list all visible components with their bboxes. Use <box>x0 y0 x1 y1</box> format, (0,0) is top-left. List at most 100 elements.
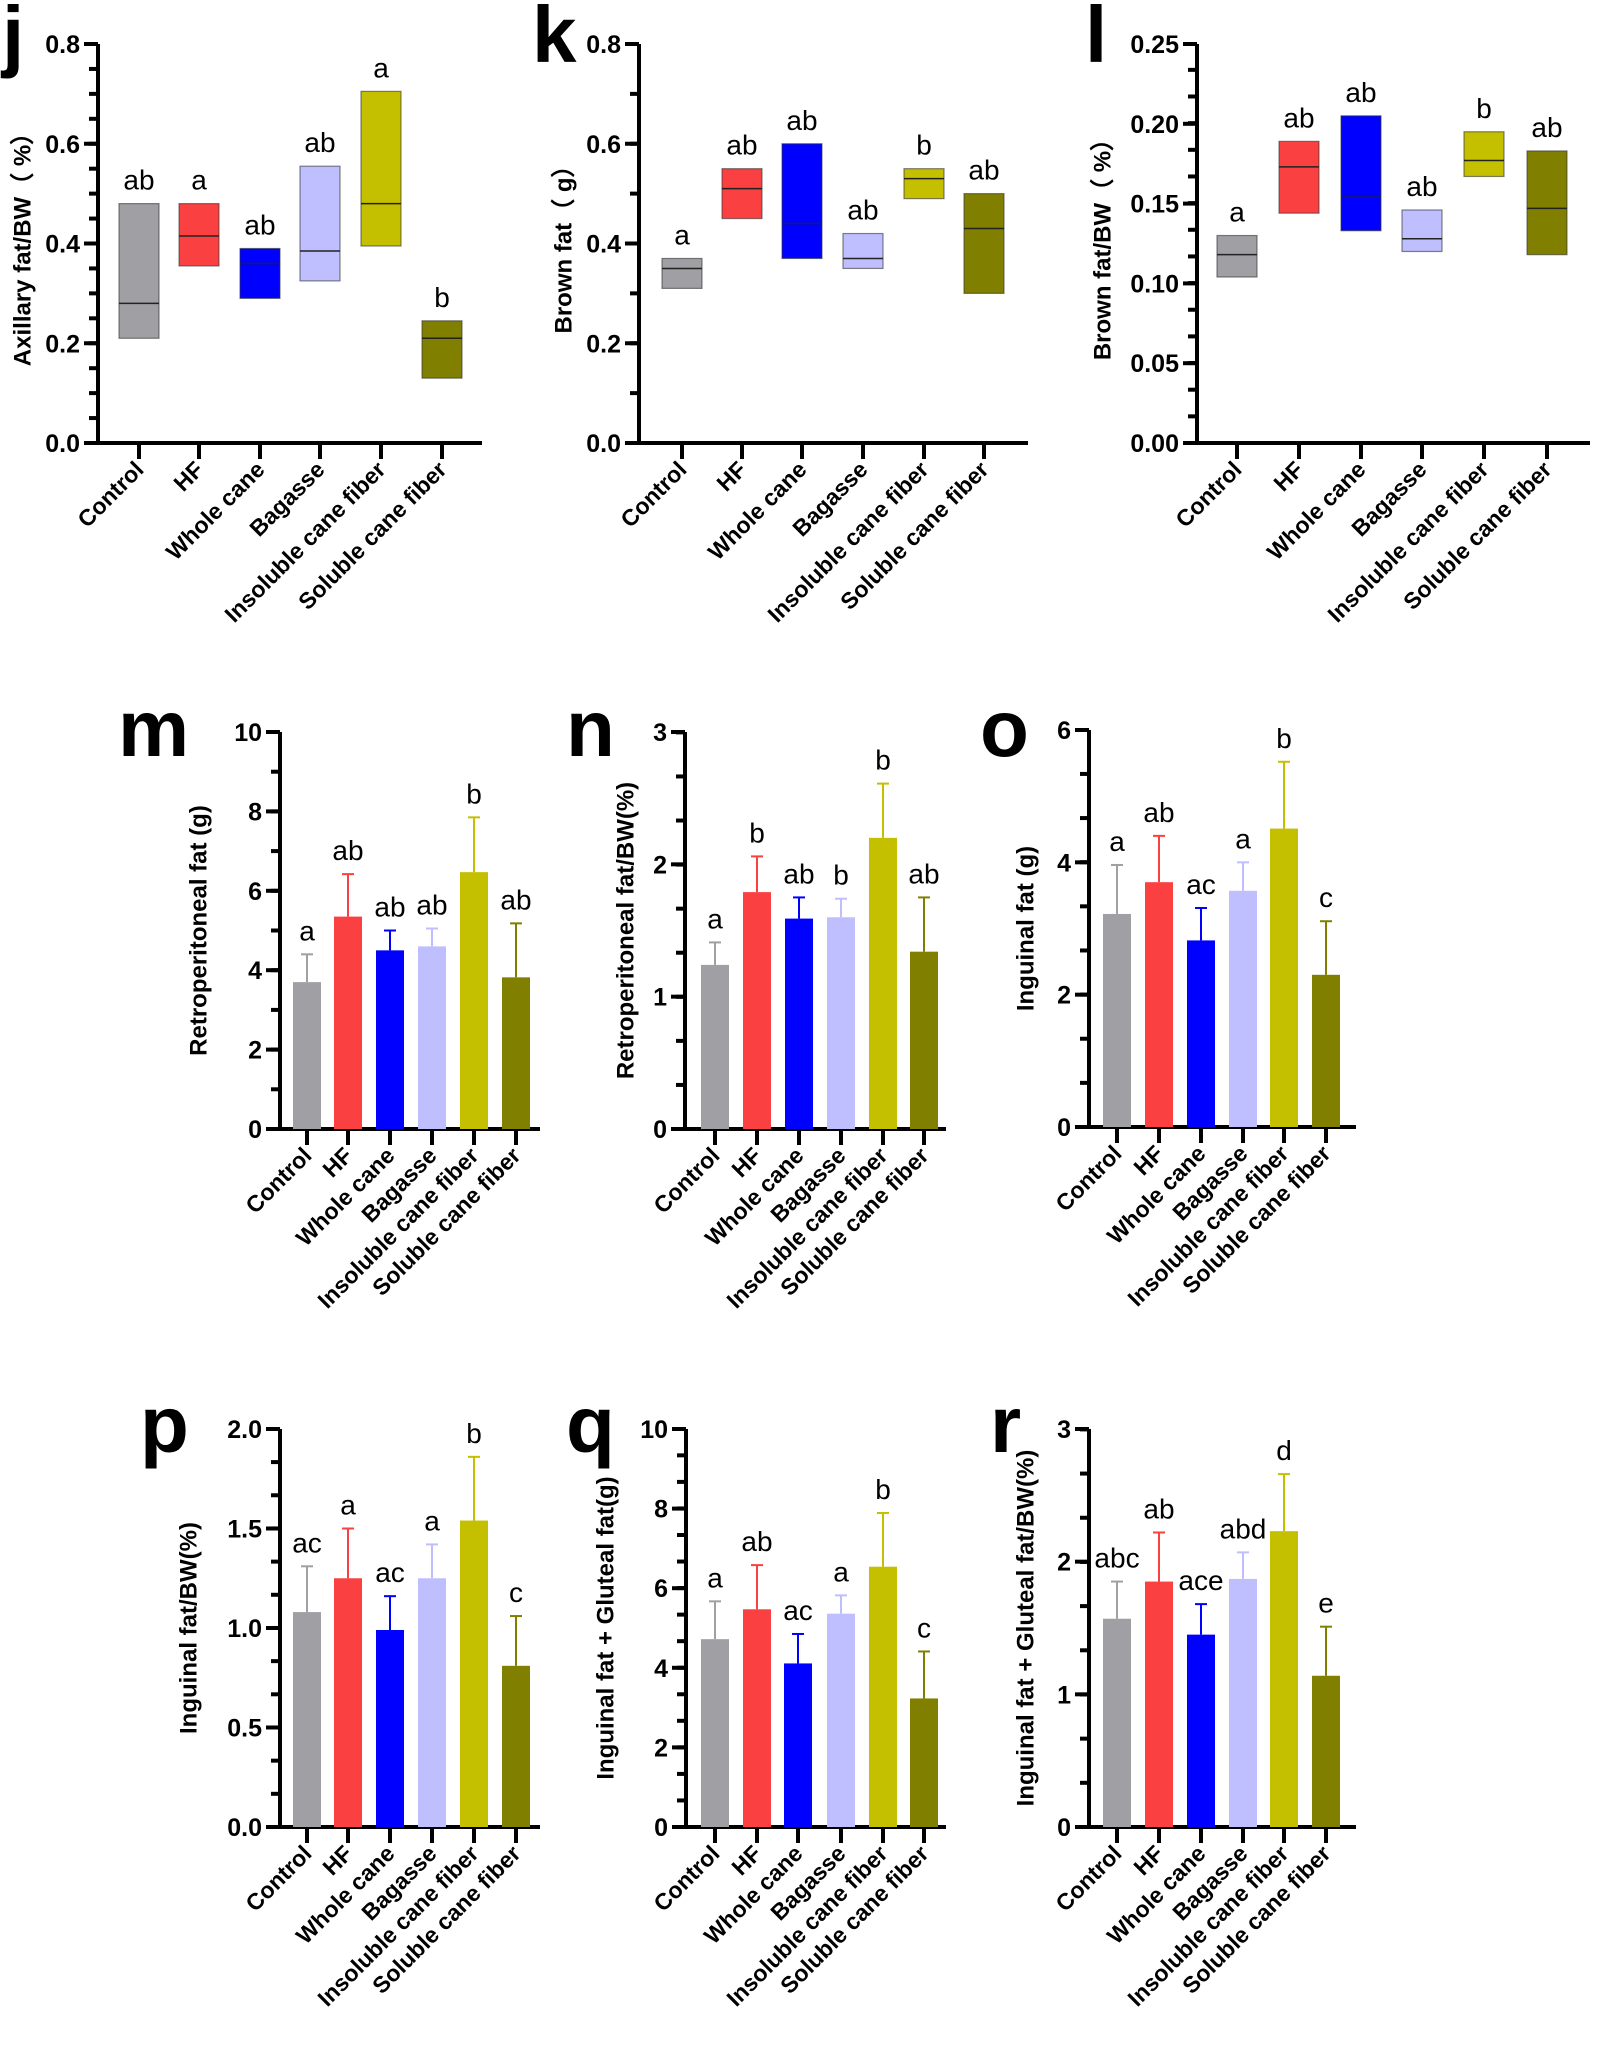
significance-label: ab <box>847 195 878 226</box>
bar <box>743 1609 771 1827</box>
y-tick-label: 0.25 <box>1130 31 1179 59</box>
significance-label: b <box>875 1474 891 1505</box>
y-axis-title: Inguinal fat (g) <box>1012 846 1039 1011</box>
bar <box>334 1578 362 1827</box>
x-tick-label: Control <box>615 456 691 532</box>
y-tick-label: 0.10 <box>1130 270 1179 298</box>
significance-label: c <box>917 1612 931 1643</box>
y-tick-label: 2.0 <box>227 1416 262 1444</box>
y-tick-label: 0.8 <box>45 31 80 59</box>
y-tick-label: 0 <box>1057 1814 1071 1842</box>
significance-label: a <box>833 1556 849 1587</box>
range-bar <box>239 247 281 299</box>
y-tick-label: 4 <box>1057 849 1071 877</box>
significance-label: ab <box>374 892 405 923</box>
x-tick-label: Control <box>240 1840 316 1916</box>
panel-j: j 0.0 0.2 0.4 0.6 0.8 Axillary fat/BW（ %） Contr… <box>0 0 482 627</box>
bar <box>1145 882 1173 1127</box>
significance-label: ab <box>1143 797 1174 828</box>
y-tick-label: 2 <box>653 851 667 879</box>
bar <box>1103 1618 1131 1827</box>
panel-letter: p <box>140 1380 189 1469</box>
panel-letter: o <box>980 684 1029 773</box>
y-tick-label: 6 <box>248 878 262 906</box>
significance-label: ac <box>292 1527 322 1558</box>
y-tick-label: 0.5 <box>227 1715 262 1743</box>
significance-label: ab <box>968 155 999 186</box>
range-bar <box>1278 140 1320 214</box>
significance-label: b <box>466 1418 482 1449</box>
significance-label: b <box>833 860 849 891</box>
significance-label: b <box>1276 723 1292 754</box>
range-bar <box>781 143 823 260</box>
significance-label: a <box>424 1505 440 1536</box>
y-tick-label: 1.0 <box>227 1615 262 1643</box>
significance-label: a <box>707 1562 723 1593</box>
bar <box>701 964 729 1129</box>
bar <box>1229 890 1257 1127</box>
range-bar <box>299 165 341 282</box>
range-bar <box>903 168 945 200</box>
significance-label: b <box>1476 93 1492 124</box>
bar <box>460 872 488 1129</box>
significance-label: d <box>1276 1435 1292 1466</box>
panel-letter: q <box>566 1380 615 1469</box>
y-tick-label: 0.2 <box>45 330 80 358</box>
y-tick-label: 3 <box>1057 1416 1071 1444</box>
x-tick-label: Control <box>72 456 148 532</box>
x-tick-label: Control <box>1170 456 1246 532</box>
y-axis-title: Brown fat（ g） <box>550 154 577 334</box>
significance-label: ab <box>332 835 363 866</box>
panel-letter: j <box>0 0 24 79</box>
y-tick-label: 0.05 <box>1130 350 1179 378</box>
y-tick-label: 0 <box>654 1814 668 1842</box>
significance-label: b <box>434 282 450 313</box>
bar <box>784 1663 812 1827</box>
significance-label: a <box>299 915 315 946</box>
significance-label: abc <box>1094 1543 1139 1574</box>
bar <box>910 951 938 1129</box>
bar <box>502 977 530 1129</box>
range-bar <box>963 193 1005 294</box>
bar <box>1103 913 1131 1127</box>
significance-label: e <box>1318 1588 1334 1619</box>
bar <box>418 1578 446 1827</box>
panel-letter: l <box>1085 0 1107 79</box>
significance-label: ab <box>1406 171 1437 202</box>
significance-label: ac <box>375 1557 405 1588</box>
bar <box>502 1665 530 1827</box>
significance-label: b <box>875 745 891 776</box>
bar <box>827 1613 855 1827</box>
panel-q: q 0 2 4 6 8 10 Inguinal fat + Gluteal fat(g) Con… <box>566 1380 946 2011</box>
y-tick-label: 8 <box>248 798 262 826</box>
y-tick-label: 0.0 <box>586 430 621 458</box>
y-axis-title: Retroperitoneal fat (g) <box>185 805 212 1056</box>
bar <box>334 916 362 1129</box>
y-axis-title: Axillary fat/BW（ %） <box>9 121 36 366</box>
bar <box>869 1566 897 1827</box>
y-tick-label: 0 <box>248 1116 262 1144</box>
significance-label: a <box>373 52 389 83</box>
significance-label: ab <box>1531 112 1562 143</box>
y-tick-label: 0.15 <box>1130 191 1179 219</box>
significance-label: ace <box>1178 1565 1223 1596</box>
significance-label: a <box>340 1490 356 1521</box>
significance-label: a <box>191 165 207 196</box>
range-bar <box>1463 131 1505 178</box>
significance-label: ab <box>783 858 814 889</box>
panel-letter: r <box>990 1380 1021 1469</box>
significance-label: ab <box>908 858 939 889</box>
significance-label: ac <box>783 1595 813 1626</box>
y-tick-label: 2 <box>1057 1549 1071 1577</box>
bar <box>1187 940 1215 1127</box>
y-tick-label: 1 <box>1057 1681 1071 1709</box>
significance-label: b <box>466 778 482 809</box>
y-tick-label: 6 <box>1057 717 1071 745</box>
significance-label: ab <box>500 884 531 915</box>
significance-label: ab <box>1345 77 1376 108</box>
y-tick-label: 2 <box>654 1734 668 1762</box>
x-tick-label: HF <box>1268 456 1308 496</box>
y-axis-title: Retroperitoneal fat/BW(%) <box>612 782 639 1079</box>
bar <box>827 917 855 1129</box>
